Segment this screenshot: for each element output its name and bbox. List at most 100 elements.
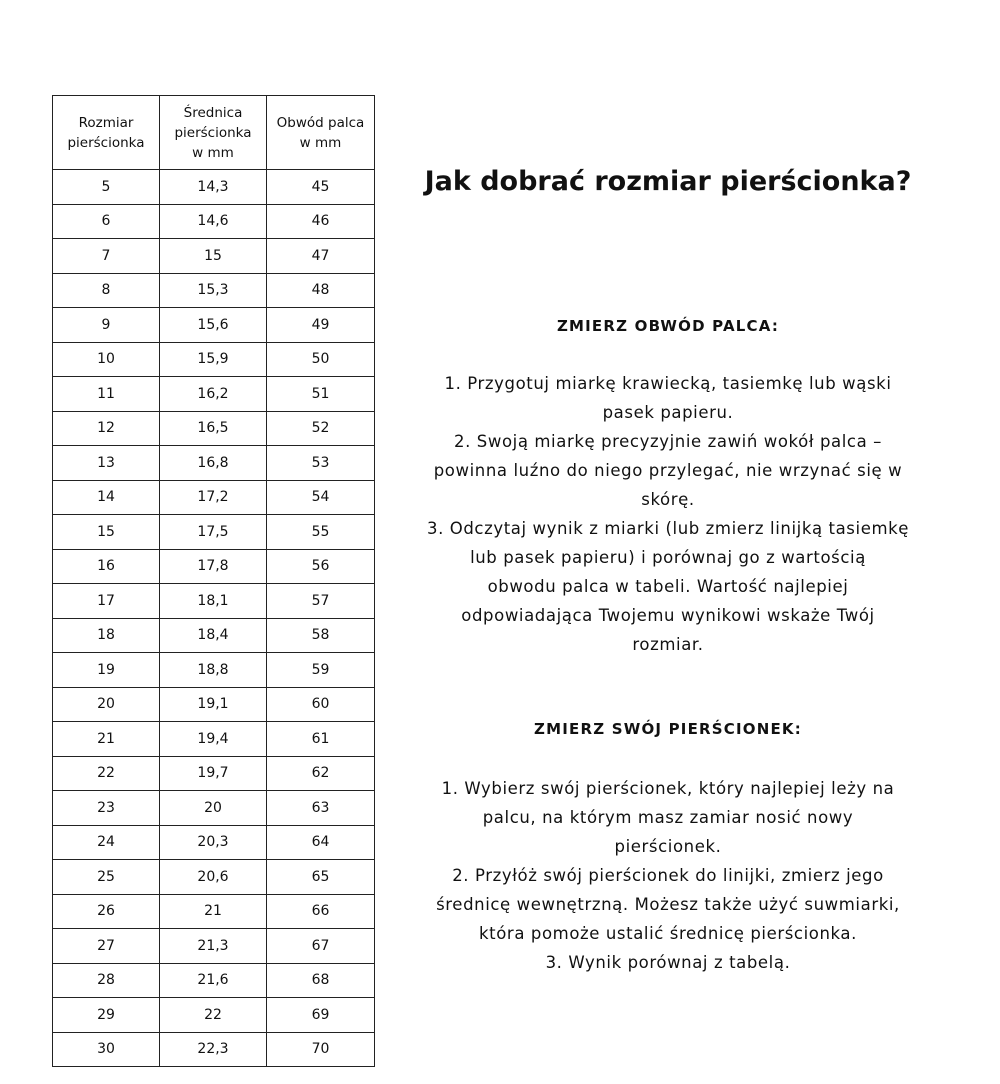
table-cell: 26 <box>52 893 160 929</box>
table-cell: 58 <box>266 617 375 653</box>
table-row: 6 14,6 46 <box>52 203 375 239</box>
table-cell: 6 <box>52 203 160 239</box>
column-header-line: pierścionka <box>174 124 252 141</box>
text-line: która pomoże ustalić średnicę pierścionk… <box>479 924 857 943</box>
section-text-ring: 1. Wybierz swój pierścionek, który najle… <box>380 774 956 977</box>
table-cell: 25 <box>52 859 160 895</box>
table-row: 18 18,4 58 <box>52 617 375 653</box>
table-row: 13 16,8 53 <box>52 445 375 481</box>
table-cell: 57 <box>266 583 375 619</box>
table-cell: 22,3 <box>159 1031 267 1067</box>
column-header: Średnica pierścionka w mm <box>159 95 267 170</box>
text-line: rozmiar. <box>632 635 704 654</box>
table-row: 7 15 47 <box>52 238 375 274</box>
table-row: 5 14,3 45 <box>52 169 375 205</box>
text-line: 2. Swoją miarkę precyzyjnie zawiń wokół … <box>453 432 882 451</box>
column-header-line: w mm <box>299 134 342 151</box>
table-cell: 56 <box>266 548 375 584</box>
table-row: 29 22 69 <box>52 997 375 1033</box>
text-line: powinna luźno do niego przylegać, nie wr… <box>433 461 903 480</box>
table-cell: 8 <box>52 272 160 308</box>
table-cell: 19,1 <box>159 686 267 722</box>
table-cell: 13 <box>52 445 160 481</box>
table-cell: 16,2 <box>159 376 267 412</box>
table-cell: 18,8 <box>159 652 267 688</box>
text-line: palcu, na którym masz zamiar nosić nowy <box>482 808 854 827</box>
table-row: 10 15,9 50 <box>52 341 375 377</box>
table-cell: 66 <box>266 893 375 929</box>
text-line: lub pasek papieru) i porównaj go z warto… <box>470 548 866 567</box>
table-row: 11 16,2 51 <box>52 376 375 412</box>
table-row: 25 20,6 65 <box>52 859 375 895</box>
table-cell: 15 <box>52 514 160 550</box>
table-cell: 11 <box>52 376 160 412</box>
table-cell: 17,5 <box>159 514 267 550</box>
table-cell: 63 <box>266 790 375 826</box>
table-row: 16 17,8 56 <box>52 548 375 584</box>
table-cell: 29 <box>52 997 160 1033</box>
table-cell: 5 <box>52 169 160 205</box>
table-cell: 9 <box>52 307 160 343</box>
table-cell: 23 <box>52 790 160 826</box>
table-row: 23 20 63 <box>52 790 375 826</box>
text-line: pasek papieru. <box>602 403 734 422</box>
table-cell: 22 <box>52 755 160 791</box>
table-cell: 70 <box>266 1031 375 1067</box>
table-cell: 21,3 <box>159 928 267 964</box>
table-cell: 68 <box>266 962 375 998</box>
table-cell: 20,6 <box>159 859 267 895</box>
table-cell: 54 <box>266 479 375 515</box>
table-cell: 15 <box>159 238 267 274</box>
table-cell: 16,5 <box>159 410 267 446</box>
table-row: 28 21,6 68 <box>52 962 375 998</box>
table-cell: 53 <box>266 445 375 481</box>
text-line: 1. Przygotuj miarkę krawiecką, tasiemkę … <box>444 374 892 393</box>
table-cell: 21 <box>52 721 160 757</box>
text-line: 3. Wynik porównaj z tabelą. <box>545 953 791 972</box>
table-row: 14 17,2 54 <box>52 479 375 515</box>
column-header-line: w mm <box>192 144 234 161</box>
table-cell: 69 <box>266 997 375 1033</box>
table-row: 17 18,1 57 <box>52 583 375 619</box>
column-header: Obwód palca w mm <box>266 95 375 170</box>
table-cell: 19,4 <box>159 721 267 757</box>
table-cell: 14,3 <box>159 169 267 205</box>
table-cell: 10 <box>52 341 160 377</box>
table-row: 21 19,4 61 <box>52 721 375 757</box>
table-row: 8 15,3 48 <box>52 272 375 308</box>
column-header-line: Obwód palca <box>276 114 365 131</box>
table-cell: 19,7 <box>159 755 267 791</box>
table-cell: 7 <box>52 238 160 274</box>
table-cell: 20 <box>159 790 267 826</box>
text-line: średnicę wewnętrzną. Możesz także użyć s… <box>436 895 900 914</box>
table-cell: 16 <box>52 548 160 584</box>
table-row: 30 22,3 70 <box>52 1031 375 1067</box>
table-cell: 60 <box>266 686 375 722</box>
table-cell: 12 <box>52 410 160 446</box>
table-cell: 17 <box>52 583 160 619</box>
table-cell: 19 <box>52 652 160 688</box>
table-cell: 50 <box>266 341 375 377</box>
table-row: 15 17,5 55 <box>52 514 375 550</box>
table-cell: 59 <box>266 652 375 688</box>
table-row: 22 19,7 62 <box>52 755 375 791</box>
table-cell: 62 <box>266 755 375 791</box>
section-heading-ring: ZMIERZ SWÓJ PIERŚCIONEK: <box>534 720 802 738</box>
section-heading-finger: ZMIERZ OBWÓD PALCA: <box>556 317 780 335</box>
table-cell: 27 <box>52 928 160 964</box>
text-line: obwodu palca w tabeli. Wartość najlepiej <box>487 577 849 596</box>
table-cell: 15,3 <box>159 272 267 308</box>
column-header-line: Rozmiar <box>78 114 134 131</box>
text-line: 3. Odczytaj wynik z miarki (lub zmierz l… <box>426 519 910 538</box>
table-cell: 18,1 <box>159 583 267 619</box>
table-row: 27 21,3 67 <box>52 928 375 964</box>
column-header-line: pierścionka <box>67 134 145 151</box>
table-cell: 14,6 <box>159 203 267 239</box>
table-cell: 61 <box>266 721 375 757</box>
table-cell: 65 <box>266 859 375 895</box>
table-cell: 51 <box>266 376 375 412</box>
text-line: 1. Wybierz swój pierścionek, który najle… <box>441 779 895 798</box>
table-cell: 22 <box>159 997 267 1033</box>
table-cell: 14 <box>52 479 160 515</box>
table-cell: 24 <box>52 824 160 860</box>
